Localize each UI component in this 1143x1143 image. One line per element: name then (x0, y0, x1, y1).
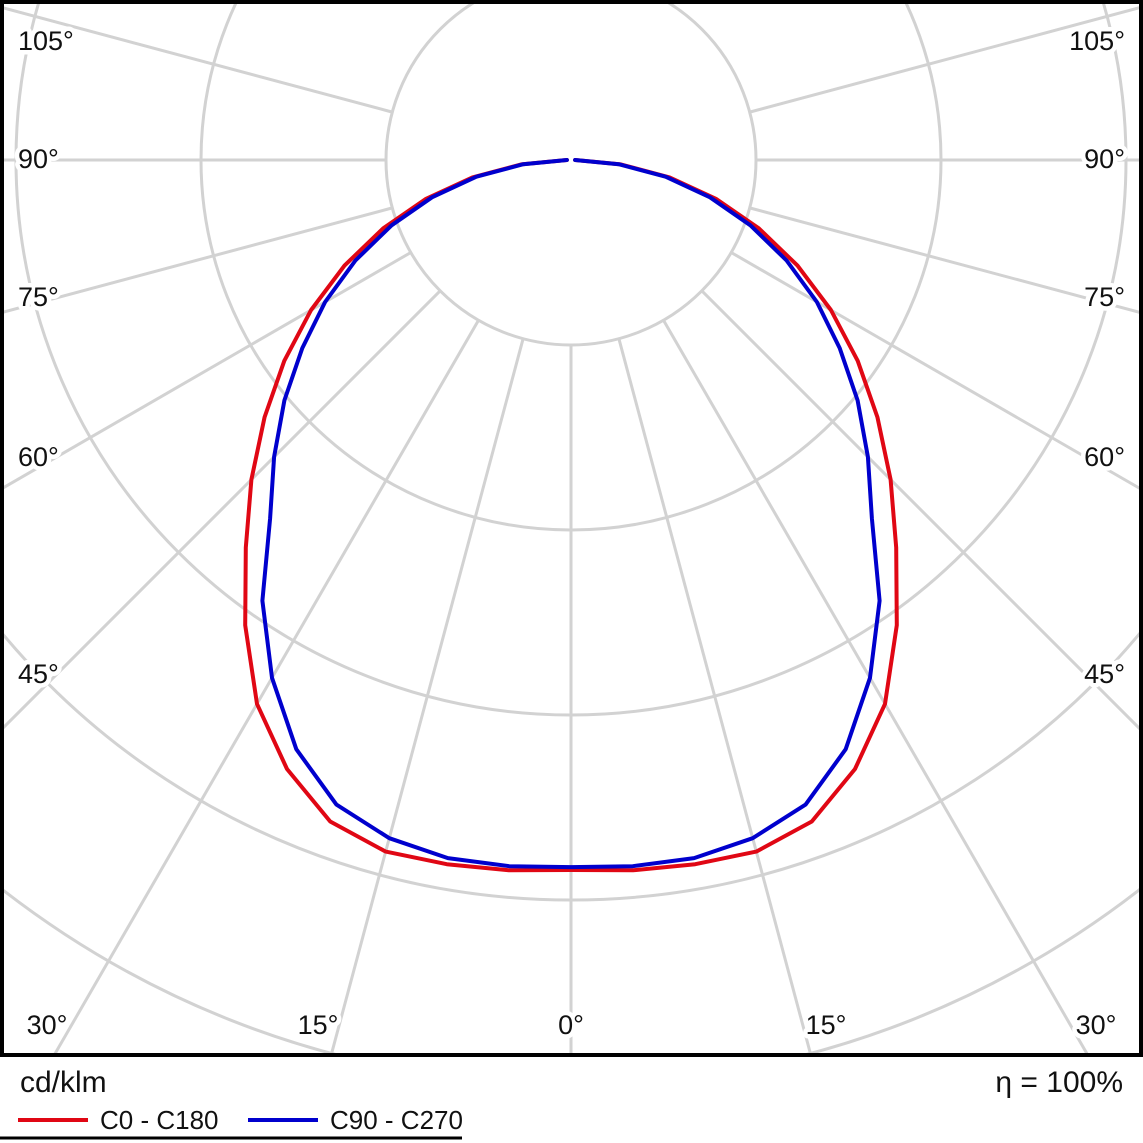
grid-radial-line (4, 289, 442, 730)
angle-label: 75° (1084, 282, 1125, 312)
plot-border (0, 0, 1143, 1057)
angle-label: 30° (27, 1010, 68, 1040)
angle-label: 45° (18, 659, 59, 689)
curve-c0-c180 (243, 158, 899, 873)
unit-label: cd/klm (20, 1066, 107, 1099)
angle-label: 75° (18, 282, 59, 312)
grid-radial-line (700, 289, 1139, 731)
angle-label: 15° (298, 1010, 339, 1040)
angle-labels: 105° 105° 90° 90° 75° 75° 60° 60° 45° 45° 30° 15° 0°… (14, 22, 1130, 1045)
grid-radial-line (329, 338, 525, 1055)
angle-label: 105° (1069, 26, 1125, 56)
grid-radial-line (4, 251, 412, 490)
legend-label-c90-c270: C90 - C270 (330, 1105, 463, 1135)
intensity-curves (243, 158, 899, 873)
angle-label: 45° (1084, 659, 1125, 689)
angle-label: 30° (1076, 1010, 1117, 1040)
grid-radial-line (730, 251, 1139, 490)
grid-radial-line (749, 206, 1139, 314)
grid-radial-line (749, 6, 1139, 114)
angle-label: 60° (18, 442, 59, 472)
grid-radial-line (617, 338, 813, 1055)
angle-label: 60° (1084, 442, 1125, 472)
curve-c90-c270 (260, 158, 882, 870)
angle-label: 90° (1084, 144, 1125, 174)
grid-radial-line (4, 6, 393, 114)
grid-radial-line (662, 319, 1090, 1055)
angle-label: 15° (806, 1010, 847, 1040)
legend-label-c0-c180: C0 - C180 (100, 1105, 219, 1135)
angle-label: 0° (558, 1010, 584, 1040)
efficiency-label: η = 100% (995, 1066, 1123, 1099)
angle-label: 90° (18, 144, 59, 174)
grid-radial-line (4, 206, 393, 314)
grid-radial-line (52, 319, 480, 1055)
angle-label: 105° (18, 26, 74, 56)
